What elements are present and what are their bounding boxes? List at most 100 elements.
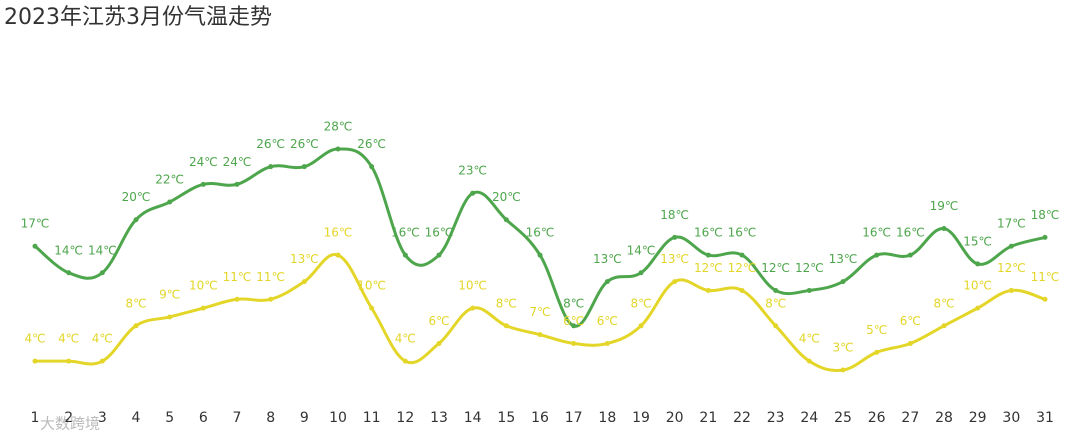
data-label: 12℃ [728,261,757,275]
point [402,358,408,364]
point [133,323,139,329]
x-tick-label: 31 [1036,410,1054,426]
point [537,252,543,258]
x-tick-label: 25 [834,410,852,426]
data-label: 10℃ [357,279,386,293]
data-label: 13℃ [660,252,689,266]
x-tick-label: 2 [64,410,73,426]
point [99,270,105,276]
data-label: 14℃ [54,243,83,257]
point [638,323,644,329]
data-label: 13℃ [290,252,319,266]
x-tick-label: 27 [901,410,919,426]
chart-title: 2023年江苏3月份气温走势 [4,5,272,30]
data-label: 16℃ [425,226,454,240]
x-tick-label: 5 [165,410,174,426]
x-tick-label: 21 [699,410,717,426]
x-tick-label: 18 [598,410,616,426]
point [705,287,711,293]
data-label: 26℃ [357,137,386,151]
data-label: 20℃ [492,190,521,204]
point [1042,296,1048,302]
data-label: 12℃ [795,261,824,275]
watermark: 大数跨境 [40,415,100,433]
x-tick-label: 13 [430,410,448,426]
x-tick-label: 29 [969,410,987,426]
data-label: 4℃ [24,332,45,346]
point [436,252,442,258]
data-label: 24℃ [223,155,252,169]
data-label: 15℃ [963,234,992,248]
point [1008,287,1014,293]
x-tick-label: 28 [935,410,953,426]
x-tick-label: 15 [497,410,515,426]
point [301,164,307,170]
x-tick-label: 20 [666,410,684,426]
x-tick-label: 3 [98,410,107,426]
point [571,340,577,346]
point [604,279,610,285]
data-label: 14℃ [627,243,656,257]
data-label: 13℃ [593,252,622,266]
data-label: 16℃ [694,226,723,240]
point [975,261,981,267]
data-label: 8℃ [496,296,517,310]
point [66,270,72,276]
x-tick-label: 9 [300,410,309,426]
data-label: 11℃ [223,270,252,284]
data-label: 5℃ [866,323,887,337]
x-tick-label: 26 [868,410,886,426]
point [672,234,678,240]
point [672,279,678,285]
point [470,305,476,311]
point [301,279,307,285]
data-label: 16℃ [862,226,891,240]
data-label: 9℃ [159,287,180,301]
data-label: 10℃ [189,279,218,293]
point [907,340,913,346]
point [470,190,476,196]
point [503,323,509,329]
data-label: 4℃ [799,332,820,346]
data-label: 18℃ [660,208,689,222]
point [200,305,206,311]
point [874,349,880,355]
point [66,358,72,364]
point [806,287,812,293]
data-label: 23℃ [458,164,487,178]
point [1008,243,1014,249]
point [335,252,341,258]
point [537,332,543,338]
data-label: 16℃ [526,226,555,240]
x-tick-label: 8 [266,410,275,426]
x-tick-label: 16 [531,410,549,426]
data-label: 12℃ [997,261,1026,275]
data-label: 18℃ [1031,208,1060,222]
data-label: 8℃ [933,296,954,310]
point [907,252,913,258]
point [436,340,442,346]
data-label: 16℃ [896,226,925,240]
point [200,181,206,187]
data-label: 26℃ [256,137,285,151]
point [99,358,105,364]
point [234,296,240,302]
data-label: 14℃ [88,243,117,257]
point [874,252,880,258]
data-label: 16℃ [391,226,420,240]
data-label: 8℃ [563,296,584,310]
point [739,287,745,293]
point [32,243,38,249]
data-label: 17℃ [997,217,1026,231]
data-label: 6℃ [563,314,584,328]
point [369,305,375,311]
point [234,181,240,187]
data-label: 22℃ [155,173,184,187]
data-label: 20℃ [122,190,151,204]
data-label: 28℃ [324,120,353,134]
data-label: 19℃ [930,199,959,213]
x-tick-label: 4 [132,410,141,426]
data-label: 8℃ [630,296,651,310]
data-label: 24℃ [189,155,218,169]
